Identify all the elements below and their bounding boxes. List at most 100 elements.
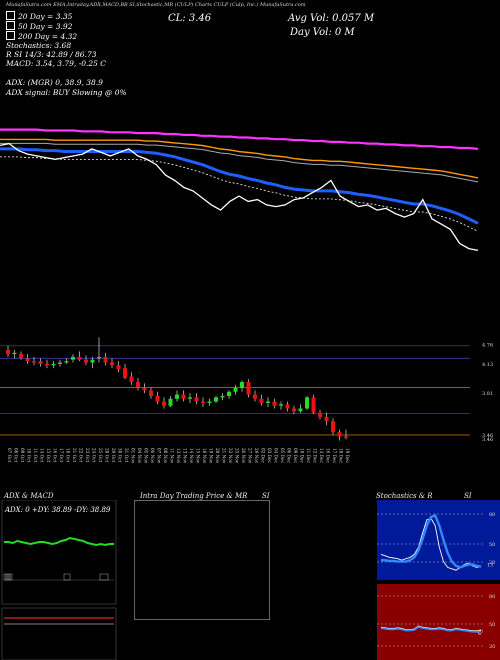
intraday-panel-si: SI — [262, 492, 270, 500]
adx-values-label: ADX: 0 +DY: 38.89 -DY: 38.89 — [4, 506, 111, 514]
candle-body — [337, 432, 342, 437]
legend-swatch — [6, 11, 15, 20]
intraday-panel — [134, 500, 270, 620]
avg-volume-label: Avg Vol: 0.057 M — [288, 13, 375, 24]
macd-readout: MACD: 3.54, 3.79, -0.25 C — [6, 59, 107, 68]
date-label: 07 Nov — [157, 448, 162, 464]
legend-swatch — [6, 21, 15, 30]
candle-body — [214, 397, 218, 402]
date-label: 11 Dec — [306, 448, 311, 463]
date-label: 14 Nov — [189, 448, 194, 464]
date-label: 10 Dec — [300, 448, 305, 463]
candle-body — [84, 359, 88, 363]
date-label: 08 Nov — [163, 448, 168, 464]
date-label: 10 Oct — [27, 448, 32, 462]
legend-ema200: 200 Day = 4.32 — [6, 31, 106, 41]
date-label: 12 Dec — [313, 448, 318, 463]
date-label: 31 Oct — [124, 448, 129, 462]
candle-body — [201, 401, 205, 403]
candle-body — [90, 359, 95, 363]
candle-body — [240, 382, 244, 388]
date-label: 22 Nov — [228, 448, 233, 464]
date-label: 24 Oct — [92, 448, 97, 462]
candle-body — [344, 436, 348, 438]
date-label: 21 Oct — [72, 448, 77, 462]
candle-body — [110, 362, 114, 366]
stochastics-readout: Stochastics: 3.68 — [6, 41, 72, 50]
price-axis-label: 3.46 — [482, 437, 493, 443]
stoch-panel-title: Stochastics & R — [376, 492, 433, 500]
ema20-line — [0, 147, 479, 225]
candle-body — [155, 395, 160, 402]
candle-body — [58, 362, 62, 364]
stoch-axis-label: 80 — [489, 512, 495, 518]
date-label: 20 Nov — [215, 448, 220, 464]
candle-body — [71, 356, 75, 360]
candle-body — [175, 394, 179, 399]
si-white-line — [380, 625, 482, 632]
candle-body — [279, 404, 283, 406]
candle-body — [123, 368, 127, 378]
date-label: 11 Oct — [33, 448, 38, 462]
candle-body — [45, 363, 49, 366]
candle-body — [6, 349, 10, 355]
stoch-axis-label: 50 — [489, 542, 495, 548]
date-label: 22 Oct — [79, 448, 84, 462]
date-label: 06 Nov — [150, 448, 155, 464]
candle-body — [331, 421, 335, 433]
candle-body — [318, 412, 322, 417]
ema50-line — [0, 138, 479, 179]
date-label: 25 Oct — [98, 448, 103, 462]
candle-body — [149, 390, 153, 396]
date-label: 18 Nov — [202, 448, 207, 464]
candle-body — [25, 358, 30, 362]
candle-body — [233, 387, 238, 392]
date-label: 29 Nov — [254, 448, 259, 464]
price-axis-label: 3.81 — [482, 391, 493, 397]
candle-body — [77, 356, 82, 360]
date-label: 03 Dec — [267, 448, 272, 463]
date-label: 23 Oct — [85, 448, 90, 462]
candle-body — [142, 387, 147, 391]
candle-body — [136, 382, 140, 388]
date-label: 07 Oct — [7, 448, 12, 462]
ema-legend: 20 Day = 3.35 50 Day = 3.92 200 Day = 4.… — [6, 11, 106, 68]
ema-chart — [0, 128, 479, 252]
date-label: 21 Nov — [222, 448, 227, 464]
si-blue-line — [380, 626, 482, 633]
date-label: 04 Nov — [137, 448, 142, 464]
close-label: CL: 3.46 — [168, 13, 212, 24]
date-label: 02 Dec — [261, 448, 266, 463]
candle-body — [129, 376, 134, 383]
candle-body — [298, 408, 303, 412]
ema50-band-line — [0, 142, 479, 183]
bollinger-line — [0, 156, 479, 232]
si-axis-label: 20 — [489, 644, 495, 650]
date-label: 13 Nov — [183, 448, 188, 464]
candle-body — [188, 397, 192, 399]
date-label: 15 Oct — [46, 448, 51, 462]
adx-green-line — [4, 536, 114, 547]
candle-body — [207, 401, 212, 403]
candle-body — [220, 395, 225, 398]
candle-body — [181, 394, 186, 399]
date-label: 09 Oct — [20, 448, 25, 462]
adx-box — [1, 500, 117, 605]
si-axis-label: 80 — [489, 594, 495, 600]
stoch-axis-label: 20 — [489, 560, 495, 566]
date-label: 05 Dec — [280, 448, 285, 463]
date-label: 04 Dec — [274, 448, 279, 463]
candle-body — [97, 356, 101, 359]
date-label: 28 Oct — [105, 448, 110, 462]
date-label: 13 Dec — [319, 448, 324, 463]
date-label: 19 Nov — [209, 448, 214, 464]
candle-body — [12, 352, 17, 355]
candle-body — [194, 397, 199, 402]
date-label: 11 Nov — [170, 448, 175, 464]
adx-panel-title: ADX & MACD — [4, 492, 54, 500]
candle-body — [32, 361, 36, 363]
date-label: 18 Oct — [66, 448, 71, 462]
candle-body — [324, 416, 329, 422]
date-label: 14 Oct — [40, 448, 45, 462]
